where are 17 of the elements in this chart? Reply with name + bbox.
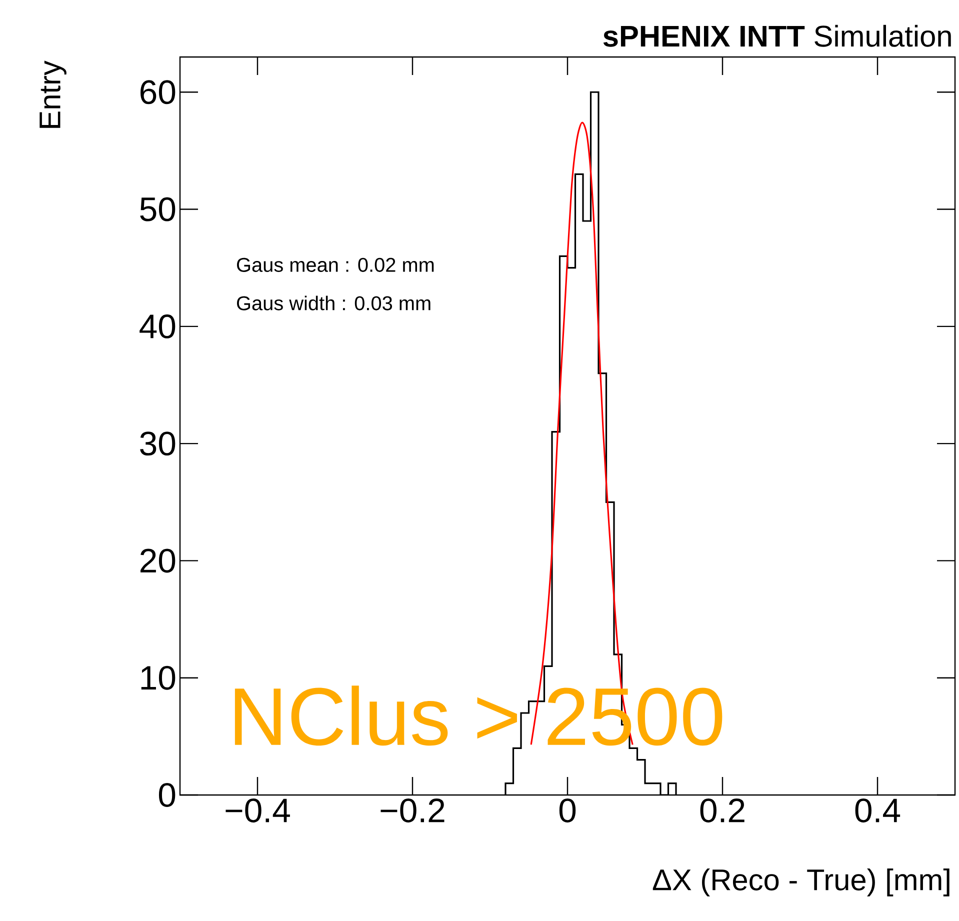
- y-tick-label: 30: [140, 432, 176, 456]
- x-tick-label: 0.4: [855, 798, 900, 822]
- y-tick-label: 50: [140, 197, 176, 222]
- x-tick-label: −0.4: [226, 798, 290, 822]
- x-tick-label: −0.2: [380, 798, 444, 822]
- y-axis-title: Entry: [40, 60, 66, 128]
- y-tick-label: 20: [140, 548, 176, 573]
- annotation: Gaus mean : 0.02 mm: [237, 258, 434, 272]
- y-tick-label: 40: [140, 314, 176, 338]
- x-tick-label: 0.2: [700, 798, 744, 822]
- y-tick-label: 60: [140, 80, 176, 104]
- x-axis-title: ΔX (Reco - True) [mm]: [652, 868, 950, 896]
- annotation: Gaus width : 0.03 mm: [237, 296, 430, 310]
- x-tick-label: 0: [559, 798, 576, 822]
- y-tick-label: 10: [141, 666, 176, 690]
- y-tick-label: 0: [158, 783, 176, 807]
- chart-title: sPHENIX INTT Simulation: [603, 24, 951, 47]
